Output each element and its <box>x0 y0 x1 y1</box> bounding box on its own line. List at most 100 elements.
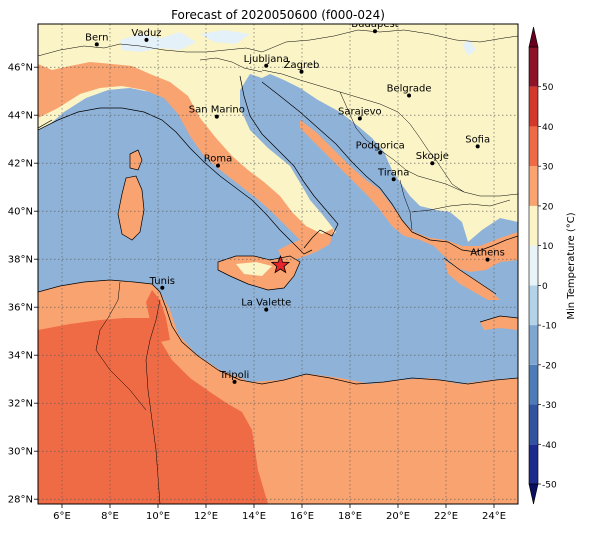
colorbar-segment <box>529 325 538 365</box>
city-dot <box>160 285 165 290</box>
city-dot <box>214 114 219 119</box>
temp-band-corsica <box>130 150 142 170</box>
border-balkans-2 <box>339 91 395 161</box>
city-label: Sarajevo <box>338 107 382 118</box>
city-label: La Valette <box>241 298 291 309</box>
lon-tick-label: 6°E <box>53 511 71 522</box>
city-label: San Marino <box>189 105 245 116</box>
lat-tick-label: 36°N <box>8 303 33 314</box>
colorbar-segment <box>529 205 538 246</box>
city-label: Tunis <box>149 276 175 287</box>
border-balkans-1 <box>261 69 399 113</box>
temp-band-sardinia <box>118 176 144 240</box>
coastline-italy-west <box>38 107 313 255</box>
lat-tick-label: 28°N <box>8 495 33 506</box>
colorbar-segment <box>529 86 538 127</box>
colorbar-label: Min Temperature (°C) <box>566 212 577 319</box>
colorbar: -50 -40 -30 -20 -10 0 10 20 30 40 50 <box>528 26 557 505</box>
city-dot <box>94 42 99 47</box>
map-frame <box>37 23 519 505</box>
city-dot <box>475 144 480 149</box>
latitude-axis: 28°N 30°N 32°N 34°N 36°N 38°N 40°N 42°N 44°N 46°N <box>8 63 38 506</box>
city-dot <box>264 307 269 312</box>
border-tunisia-libya <box>145 299 161 504</box>
city-dot <box>372 29 377 34</box>
colorbar-tick-label: -30 <box>542 401 557 411</box>
event-marker <box>270 255 291 274</box>
lat-tick-label: 46°N <box>8 63 33 74</box>
lat-tick-label: 32°N <box>8 399 33 410</box>
colorbar-tick-label: -20 <box>542 361 557 371</box>
colorbar-under-extend <box>528 483 539 505</box>
city-dot <box>357 116 362 121</box>
city-label: Ljubljana <box>244 54 289 65</box>
city-dot <box>378 150 383 155</box>
coastline-france <box>38 119 53 129</box>
city-label: Sofia <box>465 134 490 145</box>
temp-band-africa-warm <box>38 318 268 504</box>
temp-band-italy-coast <box>38 62 334 262</box>
colorbar-segment <box>529 404 538 445</box>
colorbar-over-extend <box>528 26 539 48</box>
lon-tick-label: 24°E <box>482 511 506 522</box>
lat-tick-label: 40°N <box>8 207 33 218</box>
lon-tick-label: 20°E <box>386 511 410 522</box>
lon-tick-label: 16°E <box>290 511 314 522</box>
city-dot <box>391 177 396 182</box>
country-borders <box>38 29 518 504</box>
star-icon <box>270 255 291 274</box>
coastline-italy-east <box>239 75 339 249</box>
colorbar-frame <box>528 46 539 485</box>
colorbar-segment <box>529 444 538 484</box>
border-austria-hungary <box>261 29 518 53</box>
colorbar-tick-label: 0 <box>542 282 548 292</box>
colorbar-segment <box>529 285 538 326</box>
border-balkans-3 <box>397 111 465 193</box>
border-italy-north <box>199 57 263 73</box>
lon-tick-label: 18°E <box>338 511 362 522</box>
lat-tick-label: 44°N <box>8 111 33 122</box>
coastline-africa <box>38 279 518 385</box>
city-label: Tirana <box>377 167 409 178</box>
city-label: Budapest <box>351 19 398 30</box>
colorbar-tick-label: 50 <box>542 83 554 93</box>
colorbar-segment <box>529 47 538 87</box>
city-dot <box>485 257 490 262</box>
city-label: Podgorica <box>356 141 405 152</box>
city-dot <box>144 37 149 42</box>
graticule <box>38 24 518 504</box>
city-label: Athens <box>470 248 505 259</box>
colorbar-segment <box>529 126 538 167</box>
city-label: Bern <box>85 32 108 43</box>
colorbar-tick-label: 10 <box>542 242 554 252</box>
city-dot <box>299 69 304 74</box>
city-dot <box>430 161 435 166</box>
colorbar-segment <box>529 245 538 286</box>
colorbar-tick-label: -10 <box>542 322 557 332</box>
temp-band-balkan-coast <box>300 120 518 272</box>
snow-patch-alps-east <box>200 30 250 44</box>
city-dot <box>264 63 269 68</box>
coastline-corsica <box>129 149 143 171</box>
lat-tick-label: 34°N <box>8 351 33 362</box>
colorbar-tick-label: -40 <box>542 441 557 451</box>
border-tunisia-algeria <box>95 281 147 411</box>
snow-patch-carpathian <box>462 40 476 56</box>
lat-tick-label: 30°N <box>8 447 33 458</box>
lon-tick-label: 14°E <box>242 511 266 522</box>
lon-tick-label: 22°E <box>434 511 458 522</box>
city-label: Skopje <box>416 151 449 162</box>
city-label: Roma <box>204 154 233 165</box>
lon-tick-label: 8°E <box>101 511 119 522</box>
colorbar-tick-label: 40 <box>542 123 554 133</box>
city-label: Tripoli <box>219 370 250 381</box>
city-dot <box>216 163 220 168</box>
border-greece-north <box>411 199 511 213</box>
colorbar-segment <box>529 364 538 405</box>
city-label: Zagreb <box>284 60 320 71</box>
border-alps <box>38 43 263 57</box>
